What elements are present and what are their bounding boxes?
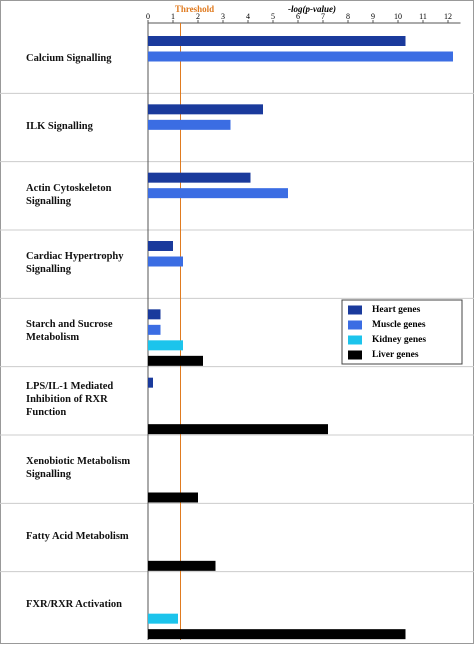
legend-swatch: [348, 335, 362, 345]
legend-label: Heart genes: [372, 305, 421, 315]
bar: [148, 424, 328, 435]
bar: [148, 613, 178, 624]
bar: [148, 629, 406, 640]
threshold-label: Threshold: [175, 4, 214, 14]
bar: [148, 340, 183, 351]
category-label: Starch and Sucrose Metabolism: [26, 319, 113, 344]
bar: [148, 377, 153, 388]
x-tick-label: 3: [221, 12, 225, 21]
x-tick-label: 0: [146, 12, 150, 21]
x-tick-label: 5: [271, 12, 275, 21]
legend-swatch: [348, 350, 362, 360]
x-tick-label: 12: [444, 12, 452, 21]
bar: [148, 309, 161, 320]
bar: [148, 51, 453, 62]
legend-swatch: [348, 320, 362, 330]
x-tick-label: 7: [321, 12, 325, 21]
bar: [148, 104, 263, 115]
category-label: Xenobiotic Metabolism Signalling: [26, 456, 131, 480]
category-label: ILK Signalling: [26, 120, 93, 132]
bar: [148, 119, 231, 130]
x-tick-label: 1: [171, 12, 175, 21]
x-tick-label: 4: [246, 12, 250, 21]
x-tick-label: 2: [196, 12, 200, 21]
category-label: Fatty Acid Metabolism: [26, 530, 129, 542]
bar: [148, 324, 161, 335]
x-tick-label: 6: [296, 12, 300, 21]
bar: [148, 241, 173, 251]
category-label: FXR/RXR Activation: [26, 599, 122, 611]
bar: [148, 355, 203, 366]
x-tick-label: 8: [346, 12, 350, 21]
bar: [148, 172, 251, 183]
category-label: Cardiac Hypertrophy Signalling: [26, 251, 124, 275]
legend-label: Muscle genes: [372, 320, 426, 330]
bar: [148, 188, 288, 199]
category-label: Calcium Signalling: [26, 52, 112, 64]
bar: [148, 492, 198, 503]
x-tick-label: 11: [419, 12, 427, 21]
bar: [148, 256, 183, 267]
category-label: Actin Cytoskeleton Signalling: [26, 182, 112, 207]
category-label: LPS/IL-1 Mediated Inhibition of RXR Func…: [26, 381, 114, 419]
bar: [148, 560, 216, 571]
bar: [148, 36, 406, 46]
x-axis-title: -log(p-value): [288, 4, 336, 14]
legend-swatch: [348, 305, 362, 315]
x-tick-label: 9: [371, 12, 375, 21]
x-tick-label: 10: [394, 12, 402, 21]
legend-label: Liver genes: [372, 350, 419, 360]
legend-label: Kidney genes: [372, 335, 426, 345]
